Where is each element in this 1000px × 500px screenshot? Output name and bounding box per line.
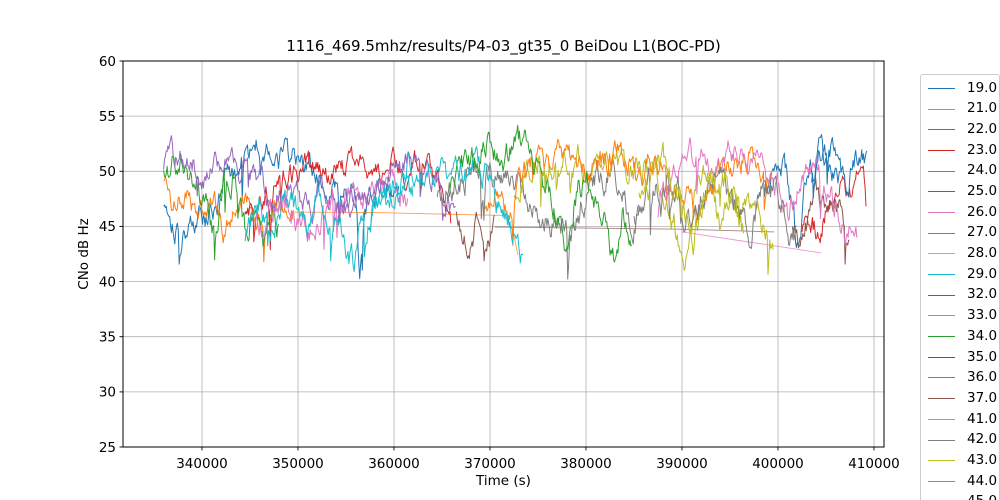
svg-text:40: 40 bbox=[99, 274, 116, 290]
legend-line-swatch bbox=[928, 211, 955, 213]
legend-item: 35.0 bbox=[928, 347, 999, 368]
legend-line-swatch bbox=[928, 336, 955, 338]
svg-text:60: 60 bbox=[99, 54, 116, 70]
legend-label: 45.0 bbox=[967, 495, 997, 500]
legend-line-swatch bbox=[928, 356, 955, 358]
svg-text:380000: 380000 bbox=[560, 456, 612, 472]
legend-line-swatch bbox=[928, 149, 955, 151]
legend-item: 43.0 bbox=[928, 450, 999, 471]
legend-item: 29.0 bbox=[928, 264, 999, 285]
legend-label: 36.0 bbox=[967, 369, 998, 386]
legend-item: 22.0 bbox=[928, 119, 999, 140]
legend-line-swatch bbox=[928, 191, 955, 193]
legend-label: 25.0 bbox=[967, 183, 998, 200]
legend-line-swatch bbox=[928, 377, 955, 379]
svg-text:400000: 400000 bbox=[752, 456, 804, 472]
svg-text:370000: 370000 bbox=[464, 456, 516, 472]
legend-item: 21.0 bbox=[928, 99, 999, 120]
legend-item: 41.0 bbox=[928, 409, 999, 430]
legend-item: 28.0 bbox=[928, 244, 999, 265]
legend-label: 32.0 bbox=[967, 286, 998, 303]
legend-line-swatch bbox=[928, 232, 955, 234]
legend-line-swatch bbox=[928, 274, 955, 276]
legend-item: 45.0 bbox=[928, 492, 999, 500]
legend-line-swatch bbox=[928, 87, 955, 89]
legend-line-swatch bbox=[928, 460, 955, 462]
legend-item: 24.0 bbox=[928, 161, 999, 182]
legend-label: 29.0 bbox=[967, 265, 998, 282]
legend-label: 43.0 bbox=[967, 451, 998, 468]
legend-item: 23.0 bbox=[928, 140, 999, 161]
legend-label: 26.0 bbox=[967, 203, 998, 220]
legend-label: 23.0 bbox=[967, 141, 998, 158]
legend-line-swatch bbox=[928, 418, 955, 420]
legend-item: 36.0 bbox=[928, 368, 999, 389]
legend-item: 37.0 bbox=[928, 388, 999, 409]
svg-text:45: 45 bbox=[99, 219, 116, 235]
legend-item: 33.0 bbox=[928, 306, 999, 327]
svg-text:350000: 350000 bbox=[272, 456, 324, 472]
legend-item: 26.0 bbox=[928, 202, 999, 223]
legend-label: 19.0 bbox=[967, 79, 998, 96]
legend-label: 28.0 bbox=[967, 245, 998, 262]
svg-text:25: 25 bbox=[99, 440, 116, 456]
legend-item: 42.0 bbox=[928, 430, 999, 451]
legend-label: 34.0 bbox=[967, 327, 998, 344]
legend-line-swatch bbox=[928, 129, 955, 131]
legend-line-swatch bbox=[928, 253, 955, 255]
legend-line-swatch bbox=[928, 315, 955, 317]
legend-line-swatch bbox=[928, 170, 955, 172]
svg-text:50: 50 bbox=[99, 164, 116, 180]
legend-label: 21.0 bbox=[967, 100, 998, 117]
x-axis-label: Time (s) bbox=[476, 473, 531, 489]
chart-title: 1116_469.5mhz/results/P4-03_gt35_0 BeiDo… bbox=[286, 37, 721, 55]
svg-text:30: 30 bbox=[99, 385, 116, 401]
legend-item: 27.0 bbox=[928, 223, 999, 244]
legend-label: 42.0 bbox=[967, 431, 998, 448]
legend-label: 44.0 bbox=[967, 472, 998, 489]
legend-item: 25.0 bbox=[928, 181, 999, 202]
legend-item: 32.0 bbox=[928, 285, 999, 306]
legend: 19.0 21.0 22.0 23.0 24.0 25.0 26.0 27.0 28.0 29.0… bbox=[920, 74, 1000, 500]
legend-item: 19.0 bbox=[928, 78, 999, 99]
svg-text:360000: 360000 bbox=[368, 456, 420, 472]
svg-text:390000: 390000 bbox=[656, 456, 708, 472]
legend-label: 33.0 bbox=[967, 307, 998, 324]
legend-line-swatch bbox=[928, 294, 955, 296]
svg-text:410000: 410000 bbox=[848, 456, 900, 472]
legend-label: 24.0 bbox=[967, 162, 998, 179]
legend-line-swatch bbox=[928, 108, 955, 110]
svg-text:35: 35 bbox=[99, 330, 116, 346]
legend-line-swatch bbox=[928, 439, 955, 441]
legend-label: 37.0 bbox=[967, 389, 998, 406]
svg-text:55: 55 bbox=[99, 109, 116, 125]
legend-label: 27.0 bbox=[967, 224, 998, 241]
legend-item: 44.0 bbox=[928, 471, 999, 492]
legend-line-swatch bbox=[928, 480, 955, 482]
legend-label: 35.0 bbox=[967, 348, 998, 365]
svg-text:340000: 340000 bbox=[176, 456, 228, 472]
legend-item: 34.0 bbox=[928, 326, 999, 347]
legend-label: 41.0 bbox=[967, 410, 998, 427]
legend-line-swatch bbox=[928, 398, 955, 400]
legend-label: 22.0 bbox=[967, 120, 998, 137]
